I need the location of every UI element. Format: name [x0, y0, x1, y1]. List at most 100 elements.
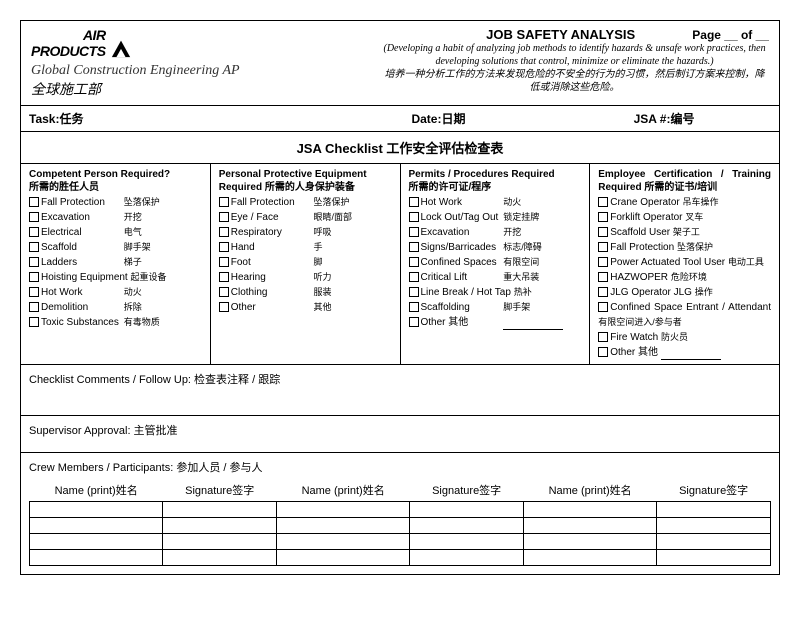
checkbox-icon[interactable]: [409, 317, 419, 327]
checklist-item: Line Break / Hot Tap 热补: [409, 285, 582, 300]
checkbox-icon[interactable]: [598, 272, 608, 282]
checkbox-icon[interactable]: [598, 332, 608, 342]
checkbox-icon[interactable]: [598, 227, 608, 237]
signature-cell[interactable]: [163, 550, 277, 566]
signature-cell[interactable]: [30, 550, 163, 566]
checkbox-icon[interactable]: [29, 257, 39, 267]
checkbox-icon[interactable]: [409, 272, 419, 282]
checklist-item: Crane Operator 吊车操作: [598, 195, 771, 210]
org-name-cn: 全球施工部: [31, 79, 360, 99]
checkbox-icon[interactable]: [29, 302, 39, 312]
signature-cell[interactable]: [523, 550, 656, 566]
checkbox-icon[interactable]: [29, 242, 39, 252]
col-permits: Permits / Procedures Required所需的许可证/程序Ho…: [401, 164, 591, 364]
signature-cell[interactable]: [410, 502, 524, 518]
checklist-item: Confined Spaces 有限空间: [409, 255, 582, 270]
checkbox-icon[interactable]: [219, 287, 229, 297]
column-header: Permits / Procedures Required所需的许可证/程序: [409, 168, 582, 194]
signature-cell[interactable]: [276, 502, 409, 518]
signature-cell[interactable]: [657, 534, 771, 550]
checkbox-icon[interactable]: [29, 272, 39, 282]
signature-cell[interactable]: [410, 534, 524, 550]
checklist-item: Demolition 拆除: [29, 300, 202, 315]
checkbox-icon[interactable]: [409, 227, 419, 237]
checkbox-icon[interactable]: [598, 302, 608, 312]
logo: AIR PRODUCTS: [31, 27, 360, 59]
signature-cell[interactable]: [523, 502, 656, 518]
checkbox-icon[interactable]: [219, 197, 229, 207]
checklist-item: HAZWOPER 危险环境: [598, 270, 771, 285]
signature-cell[interactable]: [30, 502, 163, 518]
checkbox-icon[interactable]: [29, 197, 39, 207]
checkbox-icon[interactable]: [409, 197, 419, 207]
checklist-item: Hot Work 动火: [29, 285, 202, 300]
checklist-item: Other 其他: [409, 315, 582, 330]
checklist-item: Hearing 听力: [219, 270, 392, 285]
checklist-item: Critical Lift 重大吊装: [409, 270, 582, 285]
signature-cell[interactable]: [523, 534, 656, 550]
checkbox-icon[interactable]: [29, 212, 39, 222]
checkbox-icon[interactable]: [598, 242, 608, 252]
signature-cell[interactable]: [523, 518, 656, 534]
signature-cell[interactable]: [163, 502, 277, 518]
checklist-item: Hot Work 动火: [409, 195, 582, 210]
org-name-en: Global Construction Engineering AP: [31, 63, 360, 79]
checkbox-icon[interactable]: [598, 287, 608, 297]
checkbox-icon[interactable]: [29, 317, 39, 327]
header-left: AIR PRODUCTS Global Construction Enginee…: [21, 21, 370, 105]
sig-header-signature: Signature签字: [163, 479, 277, 502]
header: AIR PRODUCTS Global Construction Enginee…: [21, 21, 779, 106]
checkbox-icon[interactable]: [409, 302, 419, 312]
logo-line2: PRODUCTS: [31, 43, 106, 59]
checkbox-icon[interactable]: [409, 212, 419, 222]
signature-cell[interactable]: [657, 550, 771, 566]
header-right: JOB SAFETY ANALYSIS Page __ of __ (Devel…: [370, 21, 779, 105]
signature-cell[interactable]: [657, 518, 771, 534]
checkbox-icon[interactable]: [29, 227, 39, 237]
checklist-item: Scaffold 脚手架: [29, 240, 202, 255]
info-row: Task:任务 Date:日期 JSA #:编号: [21, 106, 779, 132]
jsa-number-label: JSA #:编号: [626, 106, 779, 131]
checkbox-icon[interactable]: [219, 242, 229, 252]
checklist-item: Foot 脚: [219, 255, 392, 270]
sig-header-signature: Signature签字: [410, 479, 524, 502]
sig-header-name: Name (print)姓名: [30, 479, 163, 502]
checkbox-icon[interactable]: [219, 272, 229, 282]
checkbox-icon[interactable]: [219, 212, 229, 222]
signature-table: Name (print)姓名 Signature签字 Name (print)姓…: [29, 479, 771, 566]
signature-cell[interactable]: [30, 518, 163, 534]
checkbox-icon[interactable]: [598, 212, 608, 222]
checklist-item: Electrical 电气: [29, 225, 202, 240]
checkbox-icon[interactable]: [409, 242, 419, 252]
checklist-item: Power Actuated Tool User 电动工具: [598, 255, 771, 270]
checklist-title: JSA Checklist 工作安全评估检查表: [21, 132, 779, 164]
checkbox-icon[interactable]: [219, 227, 229, 237]
sig-header-signature: Signature签字: [657, 479, 771, 502]
signature-cell[interactable]: [163, 518, 277, 534]
checkbox-icon[interactable]: [598, 347, 608, 357]
signature-cell[interactable]: [410, 518, 524, 534]
checkbox-icon[interactable]: [29, 287, 39, 297]
checkbox-icon[interactable]: [598, 197, 608, 207]
signature-cell[interactable]: [410, 550, 524, 566]
checklist-item: Other 其他: [598, 345, 771, 360]
checklist-item: Scaffolding 脚手架: [409, 300, 582, 315]
jsa-form: AIR PRODUCTS Global Construction Enginee…: [20, 20, 780, 575]
checkbox-icon[interactable]: [409, 287, 419, 297]
signature-cell[interactable]: [276, 518, 409, 534]
checkbox-icon[interactable]: [598, 257, 608, 267]
signature-cell[interactable]: [30, 534, 163, 550]
checkbox-icon[interactable]: [409, 257, 419, 267]
signature-cell[interactable]: [657, 502, 771, 518]
checklist-item: Fall Protection 坠落保护: [219, 195, 392, 210]
signature-cell[interactable]: [276, 534, 409, 550]
checkbox-icon[interactable]: [219, 257, 229, 267]
checklist-item: Hoisting Equipment 起重设备: [29, 270, 202, 285]
signature-cell[interactable]: [163, 534, 277, 550]
checklist-item: Confined Space Entrant / Attendant 有限空间进…: [598, 300, 771, 330]
task-label: Task:任务: [21, 106, 403, 131]
checklist-item: Clothing 服装: [219, 285, 392, 300]
checkbox-icon[interactable]: [219, 302, 229, 312]
checklist-item: Lock Out/Tag Out 锁定挂牌: [409, 210, 582, 225]
signature-cell[interactable]: [276, 550, 409, 566]
